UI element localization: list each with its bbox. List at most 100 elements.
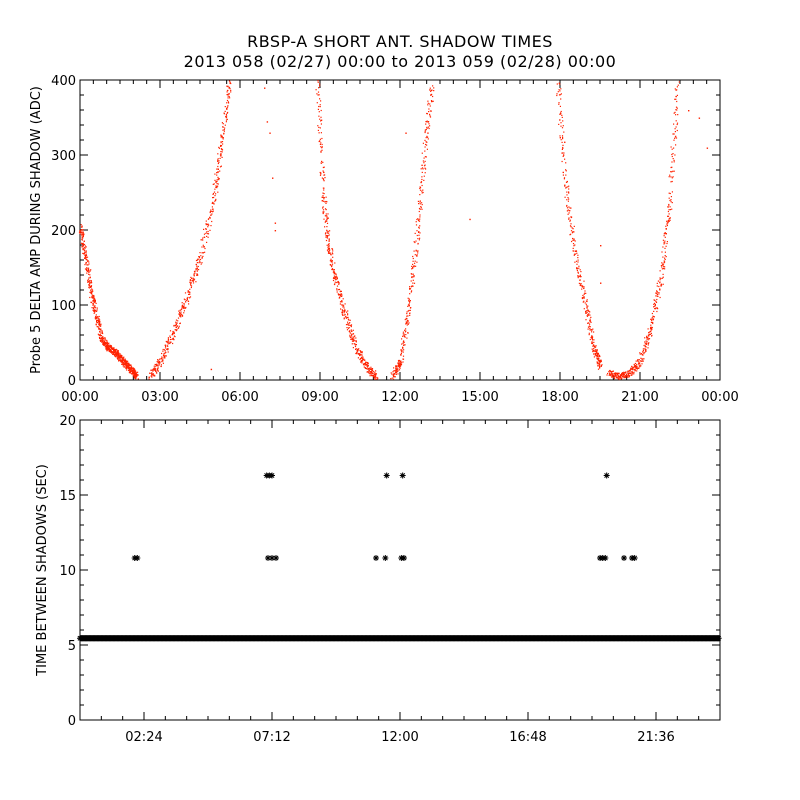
data-point xyxy=(665,228,667,230)
data-point xyxy=(377,377,379,379)
data-point xyxy=(133,374,135,376)
data-point xyxy=(318,87,320,89)
data-point xyxy=(332,253,334,255)
data-point xyxy=(420,168,422,170)
data-point xyxy=(198,258,200,260)
data-point xyxy=(420,207,422,209)
data-point xyxy=(326,218,328,220)
data-point xyxy=(167,345,169,347)
data-point xyxy=(333,275,335,277)
data-point xyxy=(666,222,668,224)
data-point xyxy=(562,144,564,146)
data-point xyxy=(647,337,649,339)
data-point xyxy=(325,196,327,198)
data-point xyxy=(351,343,353,345)
data-point xyxy=(116,357,118,359)
data-point xyxy=(91,296,93,298)
data-point xyxy=(330,260,332,262)
data-point xyxy=(217,178,219,180)
data-point xyxy=(128,367,130,369)
data-point xyxy=(203,228,205,230)
data-point xyxy=(187,290,189,292)
data-point xyxy=(400,362,402,364)
data-point xyxy=(222,129,224,131)
data-point xyxy=(424,139,426,141)
data-point xyxy=(627,376,629,378)
data-point xyxy=(109,347,111,349)
data-point xyxy=(430,90,432,92)
data-point xyxy=(328,247,330,250)
data-point xyxy=(627,370,629,372)
data-point xyxy=(203,236,205,238)
data-point xyxy=(91,291,93,293)
data-point xyxy=(175,329,177,331)
data-point xyxy=(427,136,429,138)
data-point xyxy=(130,370,132,372)
data-point xyxy=(113,347,115,350)
data-point xyxy=(656,298,658,301)
data-point xyxy=(674,137,676,139)
data-point xyxy=(196,268,198,270)
data-point xyxy=(166,348,168,350)
data-point xyxy=(94,298,96,300)
data-point xyxy=(117,351,119,353)
data-point xyxy=(591,337,593,339)
data-point xyxy=(400,351,403,353)
data-point xyxy=(662,246,664,248)
data-point xyxy=(421,208,423,210)
data-point xyxy=(81,236,83,238)
data-point xyxy=(225,121,227,123)
data-point xyxy=(175,319,178,321)
data-point xyxy=(368,369,370,371)
data-point xyxy=(427,100,429,102)
data-point xyxy=(573,239,575,241)
data-point xyxy=(225,113,227,116)
data-point xyxy=(676,89,678,91)
data-point xyxy=(354,344,356,346)
data-point xyxy=(318,126,320,128)
data-point xyxy=(671,180,673,183)
data-point xyxy=(646,338,648,340)
data-point xyxy=(212,211,214,213)
data-point xyxy=(185,301,187,303)
data-point xyxy=(409,312,411,314)
data-point xyxy=(190,285,193,287)
data-point xyxy=(216,187,218,189)
tick-marks xyxy=(79,419,721,721)
chart-title: RBSP-A SHORT ANT. SHADOW TIMES xyxy=(247,32,553,51)
data-point xyxy=(675,144,677,146)
data-point xyxy=(167,349,169,351)
data-point xyxy=(420,181,423,183)
data-point xyxy=(659,296,661,299)
data-point xyxy=(189,288,191,290)
data-point xyxy=(102,332,104,335)
data-point xyxy=(186,297,188,299)
data-point xyxy=(417,220,420,222)
data-point xyxy=(572,231,574,233)
data-point xyxy=(123,366,125,368)
data-point xyxy=(419,237,421,239)
data-point xyxy=(408,300,410,302)
data-point xyxy=(588,334,590,336)
data-point xyxy=(90,301,93,304)
data-point xyxy=(561,148,563,150)
data-point xyxy=(418,231,420,233)
data-point xyxy=(347,310,349,312)
data-point xyxy=(321,137,323,140)
data-point xyxy=(96,317,98,319)
data-point xyxy=(107,345,110,347)
data-point xyxy=(631,367,633,369)
data-point xyxy=(398,360,400,363)
data-point xyxy=(647,328,649,330)
data-point xyxy=(567,200,569,202)
data-point xyxy=(561,141,563,143)
data-point xyxy=(97,321,99,323)
data-point xyxy=(192,277,194,279)
data-point xyxy=(157,367,159,369)
data-point xyxy=(328,239,330,241)
data-point xyxy=(323,200,325,202)
x-tick-label: 07:12 xyxy=(253,730,290,745)
data-point xyxy=(661,268,663,270)
data-point xyxy=(670,171,672,173)
